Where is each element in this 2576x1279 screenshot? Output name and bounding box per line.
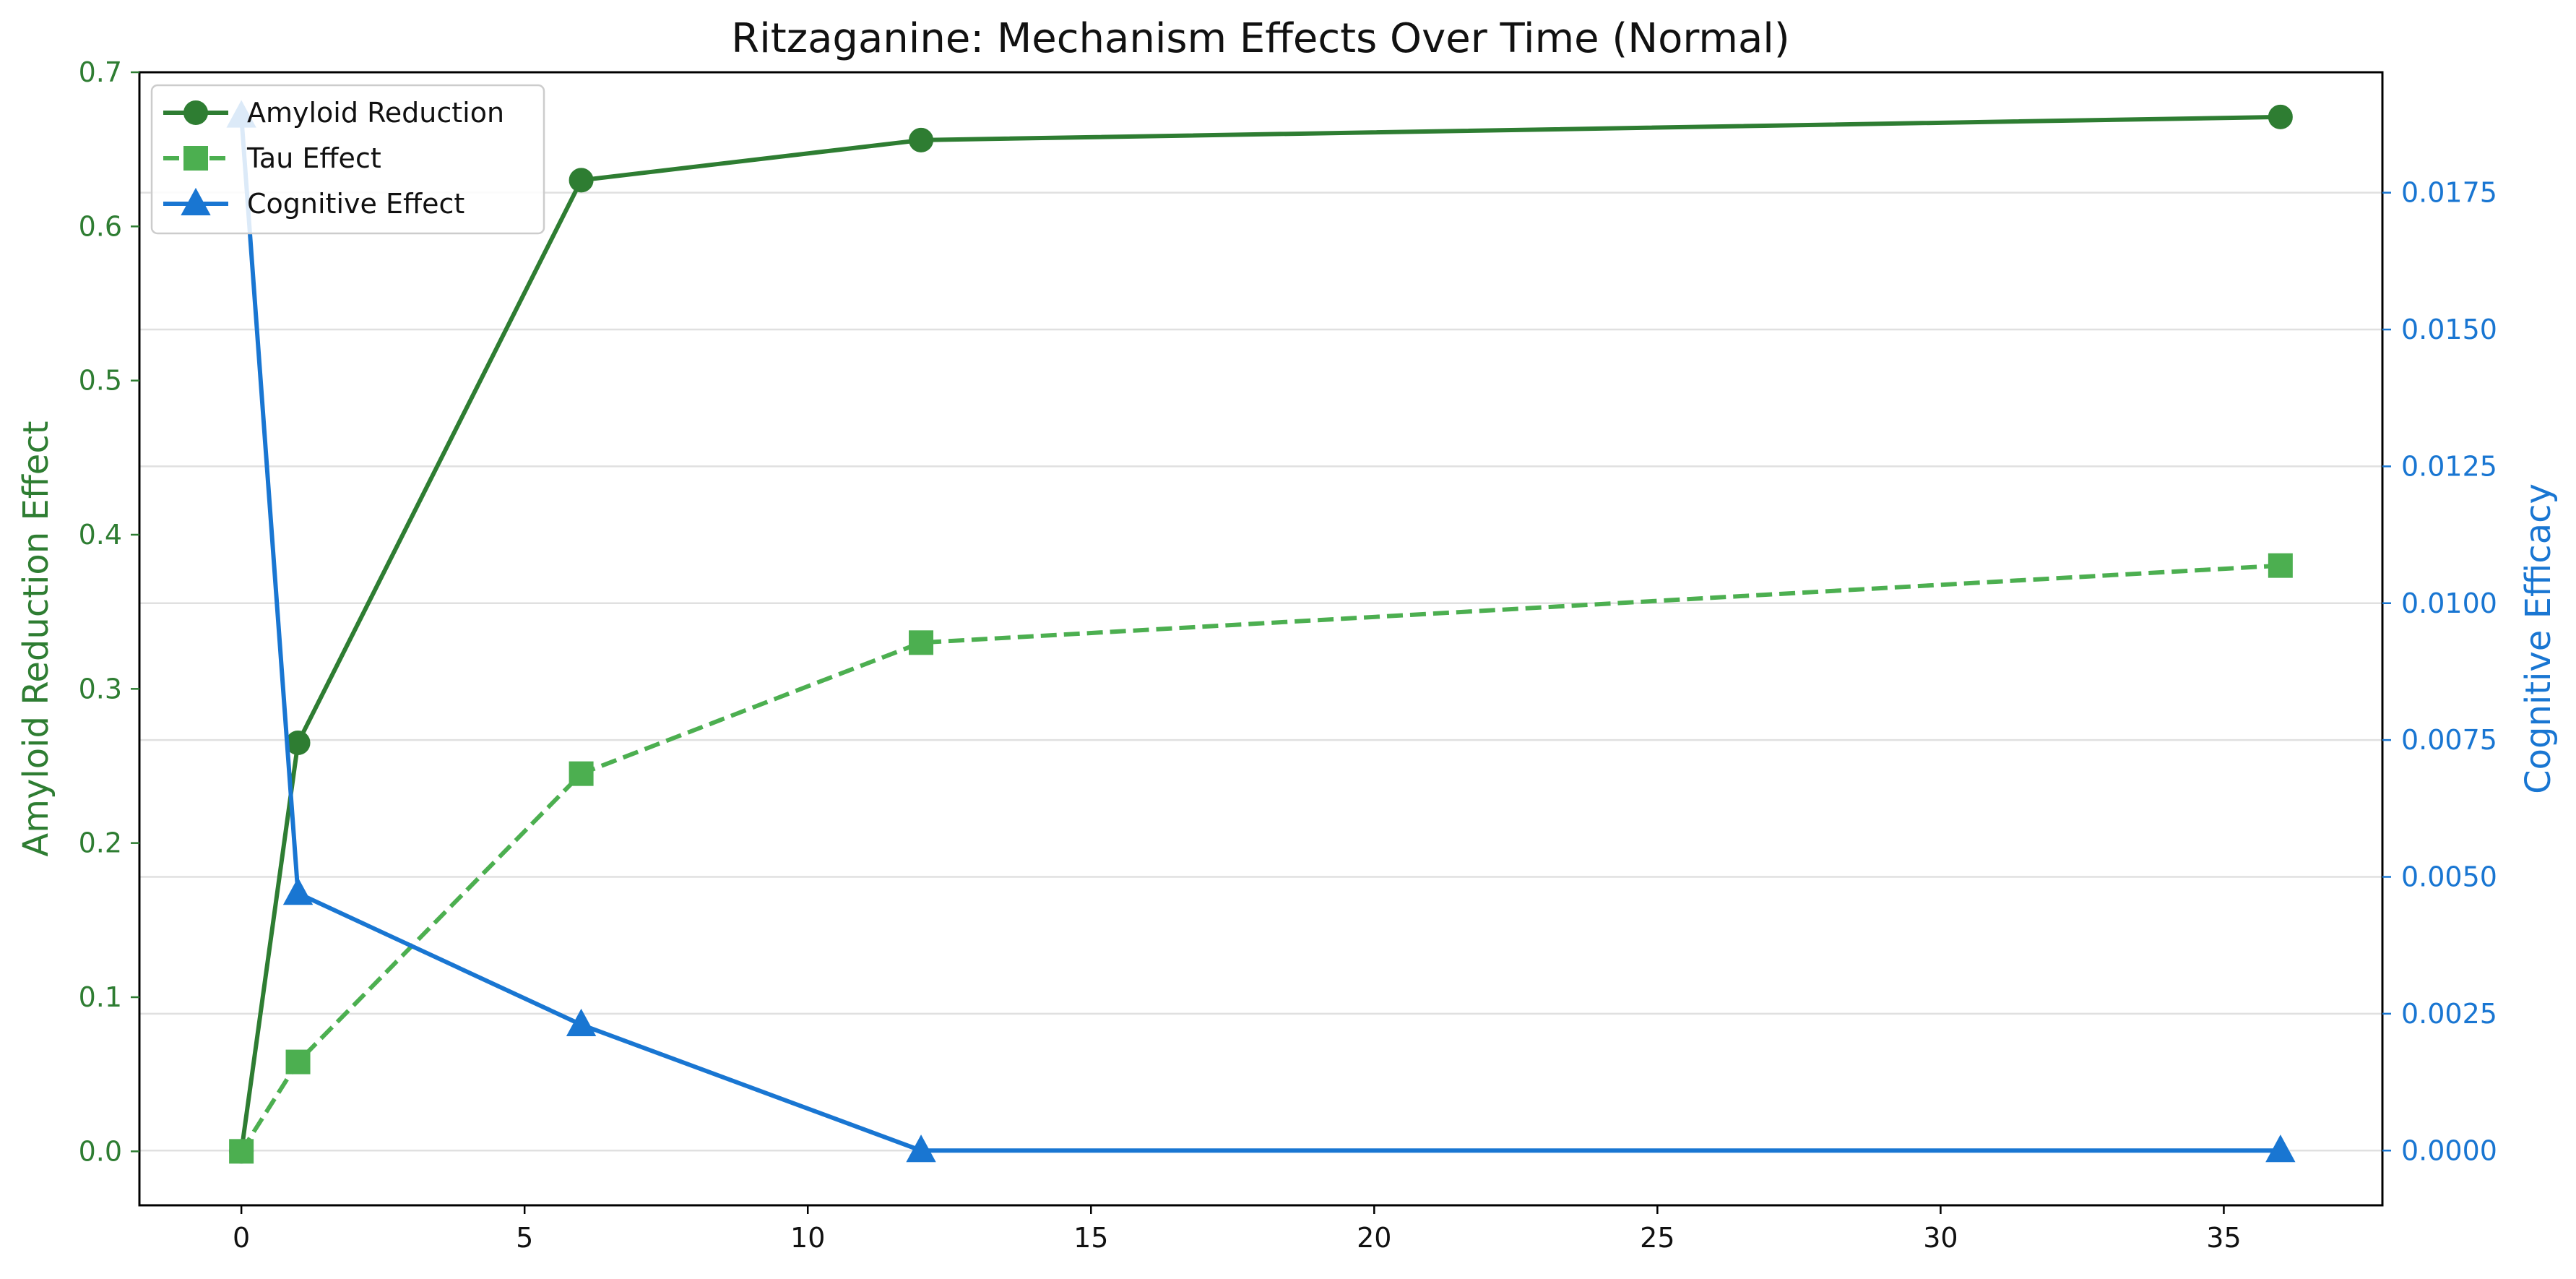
y-right-tick-label: 0.0000 bbox=[2401, 1134, 2497, 1166]
y-left-tick-label: 0.2 bbox=[79, 827, 122, 859]
y-left-tick-label: 0.1 bbox=[79, 981, 122, 1013]
legend-marker-amyloid-reduction bbox=[183, 100, 208, 125]
y-left-tick-label: 0.7 bbox=[79, 56, 122, 88]
tau-effect-point bbox=[569, 761, 594, 786]
left-axis-label: Amyloid Reduction Effect bbox=[16, 421, 56, 856]
plot-frame bbox=[138, 71, 2384, 1207]
amyloid-reduction-point bbox=[285, 731, 311, 755]
cognitive-effect-point bbox=[2265, 1134, 2296, 1163]
y-left-tick-label: 0.5 bbox=[79, 365, 122, 397]
y-right-tick-label: 0.0075 bbox=[2401, 724, 2497, 756]
axes-layer: 0 5 10 15 20 25 30 35 0.0 0.1 0.2 0.3 0.4 0.5 0.6 0.7 0.… bbox=[79, 56, 2497, 1254]
legend-label-tau-effect: Tau Effect bbox=[246, 142, 381, 174]
cognitive-effect-line bbox=[239, 116, 2281, 1153]
amyloid-reduction-point bbox=[2268, 104, 2293, 129]
amyloid-reduction-point bbox=[569, 168, 594, 193]
y-right-tick-label: 0.0150 bbox=[2401, 314, 2497, 345]
y-left-tick-label: 0.3 bbox=[79, 673, 122, 705]
amyloid-reduction-point bbox=[909, 127, 934, 152]
legend: Amyloid Reduction Tau Effect Cognitive Eff… bbox=[150, 84, 545, 235]
tau-effect-point bbox=[285, 1049, 311, 1075]
y-right-tick-label: 0.0025 bbox=[2401, 998, 2497, 1030]
tau-effect-line bbox=[239, 563, 2281, 1153]
tau-effect-point bbox=[909, 630, 934, 655]
y-left-tick-label: 0.6 bbox=[79, 210, 122, 242]
chart-title: Ritzaganine: Mechanism Effects Over Time… bbox=[731, 15, 1789, 62]
x-tick-label: 30 bbox=[1923, 1222, 1958, 1254]
legend-marker-tau-effect bbox=[183, 146, 208, 171]
y-left-tick-label: 0.0 bbox=[79, 1135, 122, 1167]
series-layer bbox=[226, 100, 2296, 1164]
right-axis-label: Cognitive Efficacy bbox=[2518, 483, 2559, 794]
grid-layer bbox=[139, 191, 2382, 1152]
y-right-tick-label: 0.0100 bbox=[2401, 587, 2497, 619]
y-left-tick-label: 0.4 bbox=[79, 519, 122, 551]
cognitive-effect-point bbox=[906, 1134, 936, 1163]
x-tick-label: 35 bbox=[2206, 1222, 2241, 1254]
tau-effect-point bbox=[2268, 553, 2293, 578]
y-right-tick-label: 0.0175 bbox=[2401, 177, 2497, 209]
y-right-tick-label: 0.0050 bbox=[2401, 861, 2497, 893]
y-right-tick-label: 0.0125 bbox=[2401, 450, 2497, 482]
x-tick-label: 25 bbox=[1640, 1222, 1674, 1254]
legend-frame bbox=[150, 84, 545, 235]
x-tick-label: 20 bbox=[1357, 1222, 1391, 1254]
amyloid-reduction-line bbox=[239, 114, 2281, 1152]
x-tick-label: 0 bbox=[233, 1222, 250, 1254]
legend-label-amyloid-reduction: Amyloid Reduction bbox=[247, 97, 504, 129]
legend-marker-cognitive-effect bbox=[181, 187, 211, 215]
x-tick-label: 10 bbox=[790, 1222, 825, 1254]
legend-label-cognitive-effect: Cognitive Effect bbox=[247, 188, 464, 220]
x-tick-label: 15 bbox=[1073, 1222, 1108, 1254]
cognitive-effect-point bbox=[566, 1008, 597, 1037]
x-tick-label: 5 bbox=[516, 1222, 533, 1254]
tau-effect-point bbox=[229, 1139, 254, 1164]
cognitive-effect-point bbox=[282, 877, 314, 905]
